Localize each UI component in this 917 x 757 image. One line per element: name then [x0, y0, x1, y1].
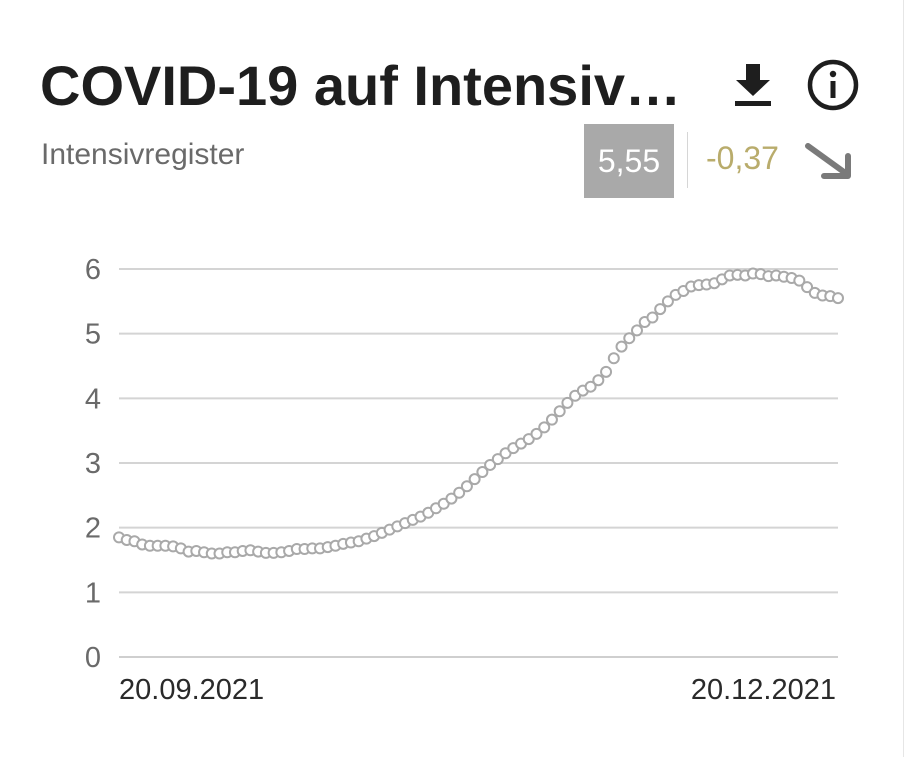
data-point	[832, 292, 844, 305]
info-icon[interactable]	[806, 58, 860, 112]
data-point	[538, 421, 551, 434]
y-tick-label: 6	[85, 254, 101, 286]
data-point	[646, 311, 659, 324]
arrow-down-right-icon	[805, 143, 851, 179]
data-point	[561, 396, 574, 409]
series-markers	[113, 267, 844, 560]
data-point	[584, 380, 597, 393]
data-point	[607, 352, 620, 365]
data-point	[476, 466, 489, 479]
data-point	[623, 332, 636, 345]
data-point	[793, 274, 806, 287]
change-value: -0,37	[706, 140, 779, 176]
x-tick-label: 20.09.2021	[119, 674, 264, 706]
y-tick-label: 0	[85, 642, 101, 674]
data-point	[615, 340, 628, 353]
data-point	[661, 295, 674, 308]
grid-lines	[119, 268, 838, 658]
y-tick-label: 1	[85, 577, 101, 609]
y-axis-ticks: 0 1 2 3 4 5 6	[85, 254, 101, 674]
y-tick-label: 2	[85, 513, 101, 545]
data-point	[484, 458, 497, 471]
data-point	[445, 492, 458, 505]
data-point	[654, 303, 667, 316]
x-tick-label: 20.12.2021	[691, 674, 836, 706]
y-tick-label: 3	[85, 448, 101, 480]
data-point	[460, 480, 473, 493]
data-point	[545, 413, 558, 426]
data-point	[600, 365, 613, 378]
y-tick-label: 5	[85, 319, 101, 351]
kpi-divider	[687, 132, 688, 188]
data-point	[453, 486, 466, 499]
data-point	[491, 453, 504, 466]
data-point	[630, 324, 643, 337]
download-icon[interactable]	[728, 62, 778, 110]
y-tick-label: 4	[85, 383, 101, 415]
data-point	[468, 473, 481, 486]
data-point	[530, 427, 543, 440]
data-point	[553, 405, 566, 418]
data-point	[592, 374, 605, 387]
current-value-badge: 5,55	[584, 124, 674, 198]
data-point	[801, 281, 814, 294]
widget-subtitle: Intensivregister	[41, 138, 245, 171]
x-axis-ticks: 20.09.2021 20.12.2021	[119, 674, 836, 706]
